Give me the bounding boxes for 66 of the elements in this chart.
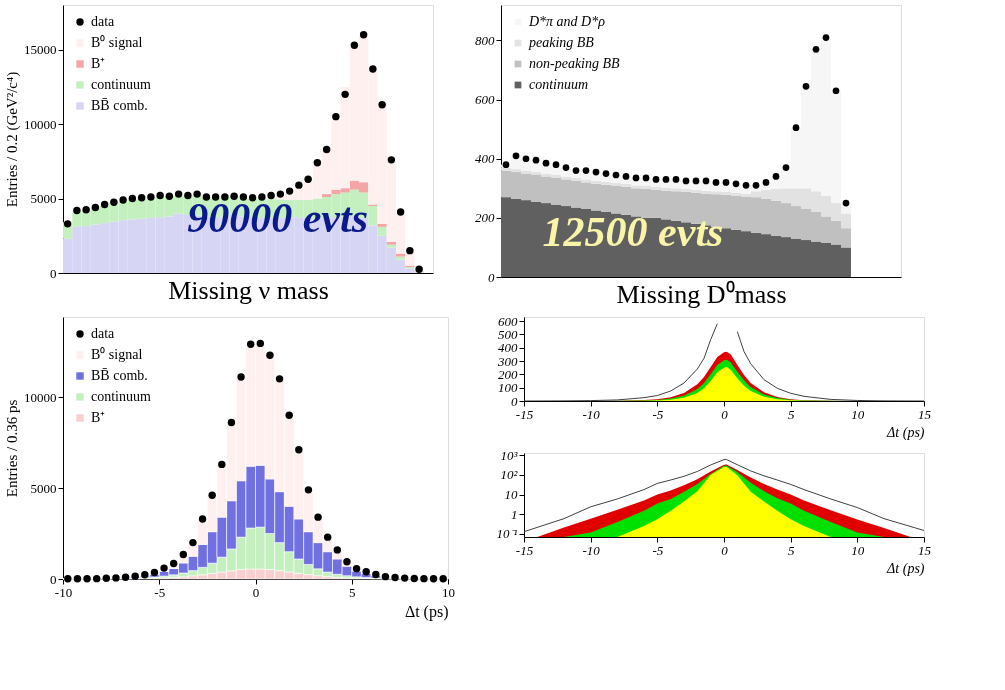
y-tick-label: 10⁻¹ [496,526,518,542]
legend-label: non-peaking BB [529,56,621,71]
x-axis-title: Δt (ps) [404,602,449,621]
legend-label: continuum [91,77,151,92]
x-tick-label: -5 [652,406,664,422]
y-tick-label: 10000 [24,116,57,132]
legend-label: BB̄ comb. [91,98,148,113]
x-tick-label: 5 [349,584,356,600]
x-tick-label: -10 [54,584,73,600]
legend-label: B⁰ signal [91,347,143,362]
legend-label: B⁺ [91,56,106,71]
x-tick-label: 15 [918,542,932,558]
y-tick-label: 100 [498,380,518,396]
y-tick-label: 600 [475,92,495,108]
x-tick-label: 0 [252,584,260,600]
x-axis-title: Missing ν mass [168,275,329,305]
x-tick-label: -10 [582,406,601,422]
y-tick-label: 5000 [30,480,57,496]
y-tick-label: 10 [504,487,518,503]
x-tick-label: 5 [787,406,795,422]
y-axis-title: Entries / 0.36 ps [4,399,20,498]
x-tick-label: 0 [721,406,729,422]
legend-label: B⁺ [91,410,106,425]
x-tick-label: -15 [515,542,534,558]
y-tick-label: 200 [475,210,495,226]
legend-label: data [91,326,116,341]
x-tick-label: 10 [851,542,865,558]
annotation: 90000 evts [187,195,368,242]
legend-label: D*π and D*ρ [528,14,606,29]
y-tick-label: 10³ [500,447,519,463]
y-tick-label: 400 [498,340,518,356]
y-tick-label: 10² [500,467,519,483]
legend-label: continuum [529,77,589,92]
x-tick-label: -5 [154,584,166,600]
legend-label: BB̄ comb. [91,368,148,383]
legend-label: data [91,14,116,29]
x-tick-label: 15 [918,406,932,422]
x-tick-label: 10 [442,584,455,600]
x-tick-label: 10 [851,406,865,422]
legend-label: continuum [91,389,151,404]
x-axis-title: Missing D⁰mass [616,279,787,309]
y-axis-title: Entries / 0.2 (GeV²/c⁴) [4,71,21,208]
y-tick-label: 500 [498,326,518,342]
y-tick-label: 1 [511,506,518,522]
x-tick-label: -15 [515,406,534,422]
x-axis-title: Δt (ps) [886,560,925,577]
y-tick-label: 5000 [30,191,57,207]
y-tick-label: 600 [498,313,518,329]
annotation: 12500 evts [542,209,724,256]
y-tick-label: 15000 [24,42,57,58]
legend-label: peaking BB [528,35,595,50]
x-tick-label: -10 [582,542,601,558]
y-tick-label: 300 [497,353,518,369]
y-tick-label: 10000 [24,389,57,405]
x-axis-title: Δt (ps) [886,424,925,441]
y-tick-label: 200 [498,366,518,382]
y-tick-label: 400 [475,151,495,167]
legend-label: B⁰ signal [91,35,143,50]
y-tick-label: 800 [475,32,495,48]
x-tick-label: 5 [787,542,795,558]
y-tick-label: 0 [50,571,57,587]
y-tick-label: 0 [488,269,495,285]
x-tick-label: 0 [721,542,729,558]
x-tick-label: -5 [652,542,664,558]
y-tick-label: 0 [511,393,518,409]
y-tick-label: 0 [50,265,57,281]
